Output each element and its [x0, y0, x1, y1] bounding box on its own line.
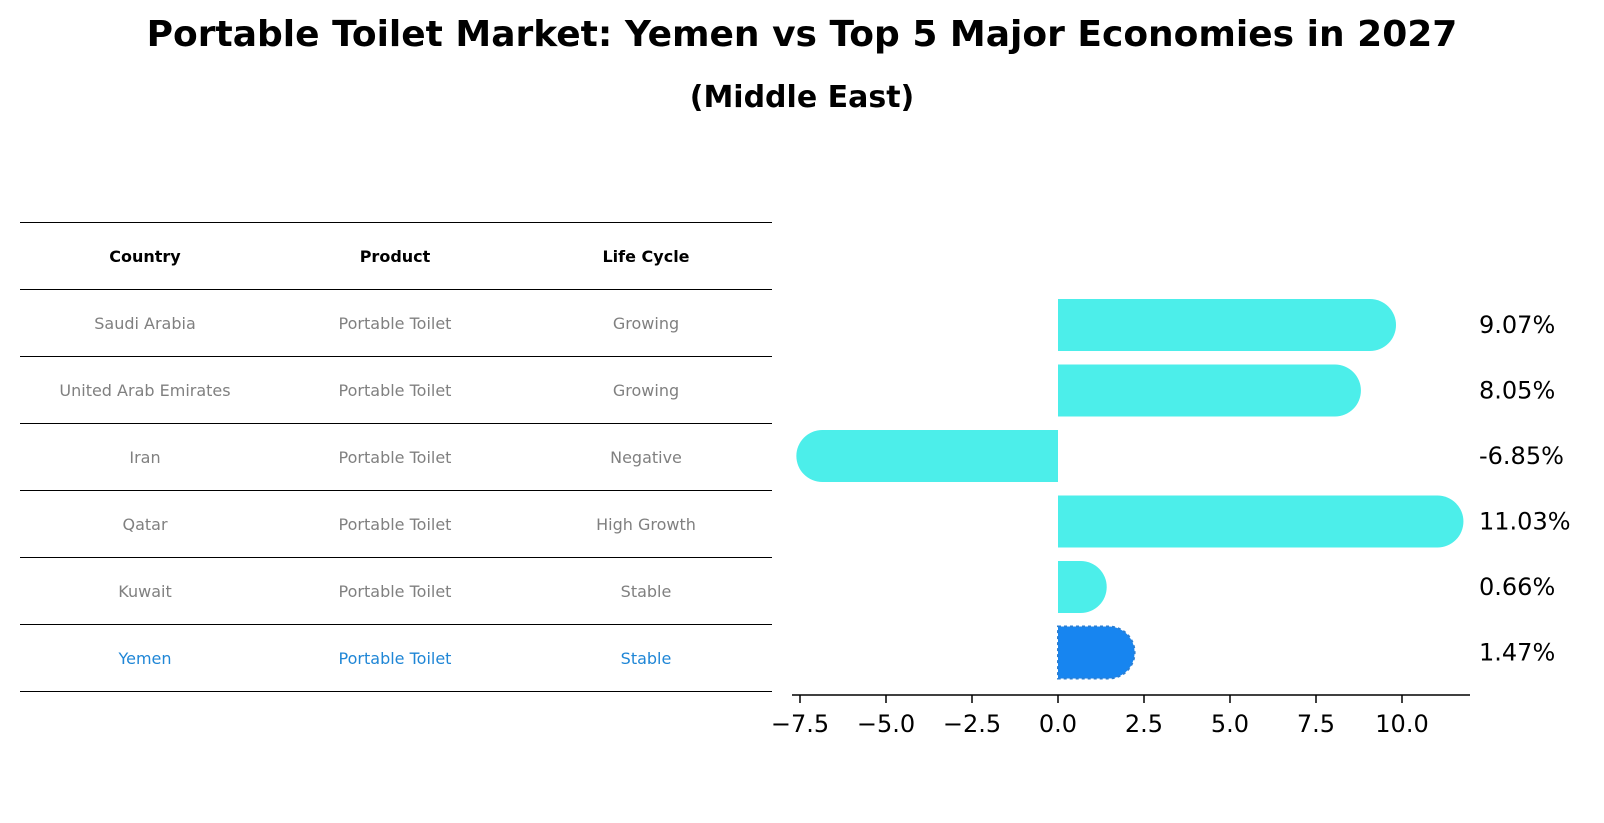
table-row-highlighted: Yemen Portable Toilet Stable: [20, 624, 772, 692]
cell-country: United Arab Emirates: [20, 356, 270, 424]
cell-country: Yemen: [20, 624, 270, 692]
table-row: Iran Portable Toilet Negative: [20, 423, 772, 491]
column-header-product: Product: [270, 222, 520, 290]
bar-value-label: 0.66%: [1479, 573, 1555, 601]
cell-life-cycle: Growing: [520, 289, 772, 357]
cell-product: Portable Toilet: [270, 624, 520, 692]
cell-country: Iran: [20, 423, 270, 491]
cell-life-cycle: High Growth: [520, 490, 772, 558]
x-tick-label: 5.0: [1211, 710, 1249, 738]
bar-value-label: 11.03%: [1479, 508, 1571, 536]
bar: [1058, 561, 1107, 613]
chart-subtitle: (Middle East): [689, 80, 915, 115]
column-header-life-cycle: Life Cycle: [520, 222, 772, 290]
chart-title: Portable Toilet Market: Yemen vs Top 5 M…: [146, 14, 1458, 55]
bar-value-label: 1.47%: [1479, 639, 1555, 667]
cell-product: Portable Toilet: [270, 557, 520, 625]
x-tick-label: −5.0: [857, 710, 915, 738]
bar: [1058, 495, 1464, 548]
cell-product: Portable Toilet: [270, 289, 520, 357]
cell-country: Kuwait: [20, 557, 270, 625]
highlighted-bar: [1057, 625, 1136, 680]
cell-life-cycle: Stable: [520, 624, 772, 692]
cell-life-cycle: Stable: [520, 557, 772, 625]
table-row: Saudi Arabia Portable Toilet Growing: [20, 289, 772, 357]
table-row: Kuwait Portable Toilet Stable: [20, 557, 772, 625]
bar: [796, 430, 1058, 482]
cell-life-cycle: Negative: [520, 423, 772, 491]
table-header-row: Country Product Life Cycle: [20, 222, 772, 290]
cell-product: Portable Toilet: [270, 423, 520, 491]
table-row: United Arab Emirates Portable Toilet Gro…: [20, 356, 772, 424]
x-tick-label: −7.5: [771, 710, 829, 738]
bar-value-label: 8.05%: [1479, 377, 1555, 405]
table-row: Qatar Portable Toilet High Growth: [20, 490, 772, 558]
bar: [1058, 364, 1361, 417]
bar-value-label: 9.07%: [1479, 311, 1555, 339]
cell-country: Qatar: [20, 490, 270, 558]
bar: [1058, 299, 1397, 351]
column-header-country: Country: [20, 222, 270, 290]
bar-value-label: -6.85%: [1479, 442, 1564, 470]
cell-product: Portable Toilet: [270, 490, 520, 558]
life-cycle-table: Country Product Life Cycle Saudi Arabia …: [20, 222, 772, 692]
x-tick-label: 2.5: [1125, 710, 1163, 738]
x-tick-label: −2.5: [943, 710, 1001, 738]
x-tick-label: 10.0: [1375, 710, 1428, 738]
x-tick-label: 0.0: [1039, 710, 1077, 738]
cell-product: Portable Toilet: [270, 356, 520, 424]
x-tick-label: 7.5: [1297, 710, 1335, 738]
cell-country: Saudi Arabia: [20, 289, 270, 357]
cell-life-cycle: Growing: [520, 356, 772, 424]
